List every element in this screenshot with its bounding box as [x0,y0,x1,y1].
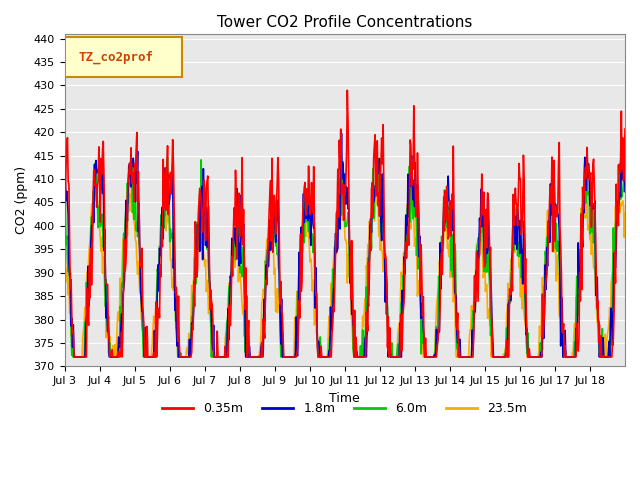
6.0m [164,155,172,160]
23.5m [128,180,136,185]
Legend: 0.35m, 1.8m, 6.0m, 23.5m: 0.35m, 1.8m, 6.0m, 23.5m [157,397,532,420]
1.8m [70,354,78,360]
23.5m [70,354,77,360]
1.8m [258,340,266,346]
0.35m [230,205,238,211]
6.0m [127,165,135,170]
Text: TZ_co2prof: TZ_co2prof [79,50,154,64]
1.8m [279,354,287,360]
6.0m [231,233,239,239]
X-axis label: Time: Time [330,392,360,405]
0.35m [621,126,629,132]
6.0m [61,216,68,222]
6.0m [436,297,444,303]
6.0m [621,179,629,185]
0.35m [436,327,444,333]
23.5m [436,259,444,264]
0.35m [344,87,351,93]
1.8m [436,329,444,335]
1.8m [127,184,135,190]
Line: 23.5m: 23.5m [65,182,625,357]
6.0m [404,207,412,213]
Y-axis label: CO2 (ppm): CO2 (ppm) [15,166,28,234]
Line: 0.35m: 0.35m [65,90,625,357]
Line: 1.8m: 1.8m [65,133,625,357]
23.5m [621,210,629,216]
FancyBboxPatch shape [65,37,182,77]
23.5m [61,243,68,249]
0.35m [70,354,78,360]
0.35m [61,179,68,184]
1.8m [404,171,412,177]
23.5m [280,354,287,360]
23.5m [127,199,135,204]
23.5m [404,211,412,216]
1.8m [230,235,238,241]
23.5m [259,296,266,302]
Line: 6.0m: 6.0m [65,157,625,357]
0.35m [404,223,412,229]
6.0m [259,336,266,341]
6.0m [280,354,287,360]
Title: Tower CO2 Profile Concentrations: Tower CO2 Profile Concentrations [217,15,472,30]
0.35m [127,145,135,151]
0.35m [279,330,287,336]
1.8m [621,189,629,194]
1.8m [338,131,346,136]
1.8m [61,199,68,204]
0.35m [258,339,266,345]
6.0m [70,354,77,360]
23.5m [231,264,239,270]
